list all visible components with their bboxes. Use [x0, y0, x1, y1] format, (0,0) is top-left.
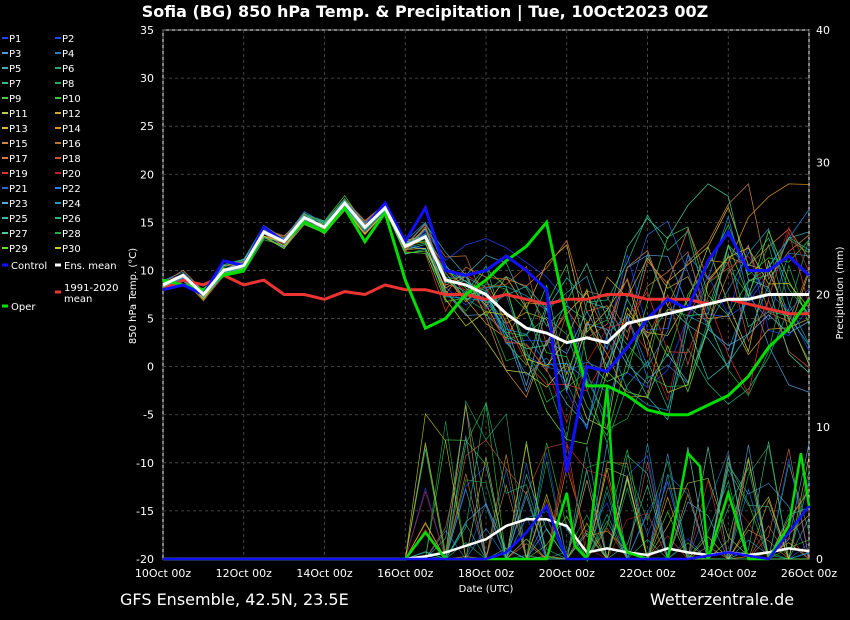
legend-label: P28	[62, 229, 81, 240]
legend-label: P8	[62, 79, 74, 90]
legend-label: P13	[9, 124, 28, 135]
legend-label: P23	[9, 199, 28, 210]
y-axis-left: 35 30 25 20 15 10 5 0 -5 -10 -15 -20	[136, 24, 154, 566]
y2-axis-label: Precipitation (mm)	[835, 246, 846, 339]
ens-mean-line	[162, 200, 809, 345]
legend-label: P20	[62, 169, 81, 180]
precip-lines	[163, 386, 811, 562]
legend-label: P11	[9, 109, 28, 120]
y-tick-label: 35	[140, 24, 154, 37]
control-precip-line	[163, 503, 810, 561]
legend-label: mean	[64, 294, 92, 305]
legend-label: P30	[62, 244, 81, 255]
x-tick-label: 24Oct 00z	[700, 567, 757, 580]
legend-label: 1991-2020	[64, 283, 119, 294]
legend-label: P14	[62, 124, 81, 135]
y-tick-label: -15	[136, 505, 154, 518]
legend-label: P10	[62, 94, 81, 105]
legend-label: P22	[62, 184, 81, 195]
legend-label: P7	[9, 79, 21, 90]
x-tick-label: 22Oct 00z	[619, 567, 676, 580]
legend: P1 P2 P3 P4 P5 P6 P7 P8 P9 P10 P11 P12 P13 P14 P15 P16 P…	[2, 34, 119, 313]
y-tick-label: 15	[140, 216, 154, 229]
x-tick-label: 26Oct 00z	[781, 567, 838, 580]
y2-tick-label: 30	[816, 156, 830, 169]
y-tick-label: -20	[136, 553, 154, 566]
legend-label: P3	[9, 49, 21, 60]
x-tick-label: 16Oct 00z	[377, 567, 434, 580]
legend-label: P27	[9, 229, 28, 240]
y-tick-label: 25	[140, 120, 154, 133]
x-tick-label: 18Oct 00z	[458, 567, 515, 580]
legend-label: P25	[9, 214, 28, 225]
y-axis-label: 850 hPa Temp. (°C)	[128, 248, 139, 344]
x-tick-label: 20Oct 00z	[539, 567, 596, 580]
y-axis-right: 40 30 20 10 0	[816, 24, 830, 566]
1991-2020-mean-line	[162, 273, 809, 316]
y2-tick-label: 0	[816, 553, 823, 566]
control-line	[162, 200, 811, 473]
y2-tick-label: 20	[816, 289, 830, 302]
member-line	[162, 206, 810, 394]
legend-label: P2	[62, 34, 74, 45]
y2-tick-label: 40	[816, 24, 830, 37]
legend-label: P16	[62, 139, 81, 150]
legend-label: P24	[62, 199, 81, 210]
legend-label: Oper	[11, 302, 36, 313]
legend-label: P17	[9, 154, 28, 165]
chart-title: Sofia (BG) 850 hPa Temp. & Precipitation…	[141, 2, 709, 21]
legend-label: P18	[62, 154, 81, 165]
legend-label: P1	[9, 34, 21, 45]
legend-label: P29	[9, 244, 28, 255]
x-tick-label: 10Oct 00z	[135, 567, 192, 580]
legend-label: P4	[62, 49, 74, 60]
series-lines	[162, 200, 811, 473]
legend-label: P19	[9, 169, 28, 180]
y-tick-label: 20	[140, 168, 154, 181]
x-tick-label: 12Oct 00z	[216, 567, 273, 580]
legend-label: P5	[9, 64, 21, 75]
legend-label: Control	[11, 261, 47, 272]
y-tick-label: 0	[147, 361, 154, 374]
legend-label: P26	[62, 214, 81, 225]
y-tick-label: -5	[143, 409, 154, 422]
y2-tick-label: 10	[816, 421, 830, 434]
x-axis-label: Date (UTC)	[459, 584, 514, 595]
y-tick-label: 30	[140, 72, 154, 85]
y-tick-label: -10	[136, 457, 154, 470]
model-info: GFS Ensemble, 42.5N, 23.5E	[120, 590, 349, 609]
y-tick-label: 5	[147, 313, 154, 326]
legend-label: P9	[9, 94, 21, 105]
legend-label: P6	[62, 64, 74, 75]
member-line	[162, 204, 810, 421]
legend-label: Ens. mean	[64, 261, 117, 272]
member-line	[162, 210, 810, 341]
y-tick-label: 10	[140, 264, 154, 277]
legend-label: P12	[62, 109, 81, 120]
legend-label: P21	[9, 184, 28, 195]
site-credit: Wetterzentrale.de	[650, 590, 795, 609]
x-axis: 10Oct 00z 12Oct 00z 14Oct 00z 16Oct 00z 18Oc…	[135, 567, 838, 580]
x-tick-label: 14Oct 00z	[296, 567, 353, 580]
legend-label: P15	[9, 139, 28, 150]
member-line	[162, 206, 810, 424]
